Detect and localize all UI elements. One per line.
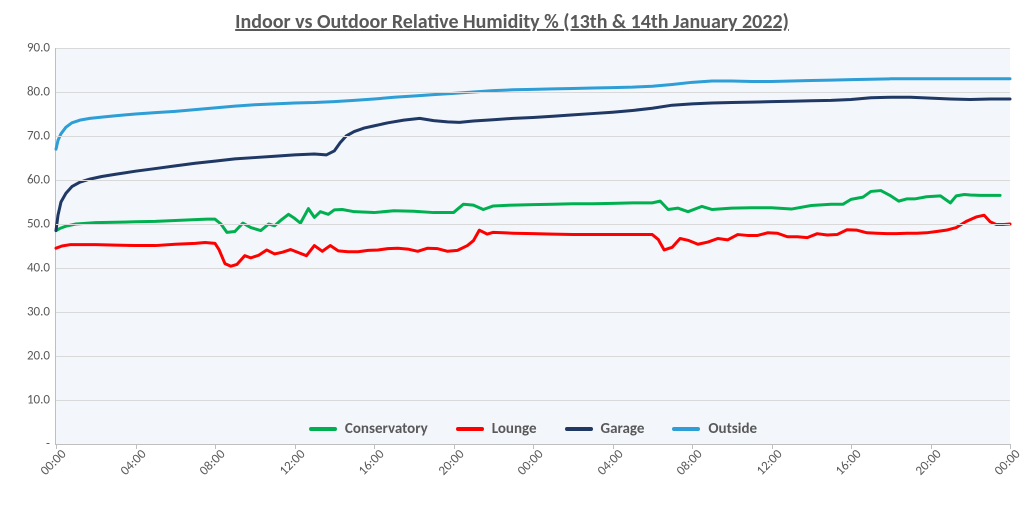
- legend-swatch: [565, 427, 593, 431]
- legend-swatch: [672, 427, 700, 431]
- y-gridline: [56, 180, 1010, 181]
- x-tick-label: 04:00: [117, 447, 149, 479]
- y-gridline: [56, 400, 1010, 401]
- plot-wrap: ConservatoryLoungeGarageOutside -10.020.…: [55, 48, 1010, 445]
- legend-label: Lounge: [492, 420, 537, 438]
- y-gridline: [56, 356, 1010, 357]
- line-series-svg: [56, 48, 1010, 444]
- x-tick-label: 16:00: [356, 447, 388, 479]
- x-tick-label: 20:00: [912, 447, 944, 479]
- y-tick-label: 60.0: [27, 173, 56, 188]
- legend-item-outside: Outside: [672, 420, 757, 438]
- legend-label: Outside: [708, 420, 757, 438]
- series-line-lounge: [56, 215, 1010, 266]
- x-tick-label: 12:00: [276, 447, 308, 479]
- series-line-outside: [56, 79, 1010, 149]
- y-gridline: [56, 136, 1010, 137]
- chart-title: Indoor vs Outdoor Relative Humidity % (1…: [0, 0, 1024, 40]
- legend-label: Conservatory: [345, 420, 428, 438]
- y-tick-label: 40.0: [27, 261, 56, 276]
- x-tick-label: 08:00: [674, 447, 706, 479]
- x-tick-label: 00:00: [992, 447, 1024, 479]
- legend-label: Garage: [601, 420, 645, 438]
- series-line-conservatory: [56, 191, 1000, 233]
- y-gridline: [56, 92, 1010, 93]
- y-tick-label: 50.0: [27, 217, 56, 232]
- x-tick-label: 04:00: [594, 447, 626, 479]
- y-gridline: [56, 312, 1010, 313]
- legend-item-conservatory: Conservatory: [309, 420, 428, 438]
- legend-item-garage: Garage: [565, 420, 645, 438]
- y-tick-label: 90.0: [27, 41, 56, 56]
- legend-item-lounge: Lounge: [456, 420, 537, 438]
- legend-swatch: [309, 427, 337, 431]
- plot-area: ConservatoryLoungeGarageOutside -10.020.…: [55, 48, 1010, 445]
- y-gridline: [56, 224, 1010, 225]
- x-tick-label: 20:00: [435, 447, 467, 479]
- x-tick-label: 16:00: [833, 447, 865, 479]
- x-tick-label: 00:00: [515, 447, 547, 479]
- y-tick-label: 20.0: [27, 349, 56, 364]
- x-tick-label: 00:00: [38, 447, 70, 479]
- x-tick-label: 12:00: [753, 447, 785, 479]
- y-gridline: [56, 48, 1010, 49]
- y-tick-label: 80.0: [27, 85, 56, 100]
- humidity-chart: Indoor vs Outdoor Relative Humidity % (1…: [0, 0, 1024, 523]
- legend: Conservatory Lounge Garage Outside: [56, 420, 1010, 438]
- x-tick-label: 08:00: [197, 447, 229, 479]
- y-tick-label: 30.0: [27, 305, 56, 320]
- y-tick-label: 10.0: [27, 393, 56, 408]
- series-line-garage: [56, 97, 1010, 230]
- legend-swatch: [456, 427, 484, 431]
- y-tick-label: 70.0: [27, 129, 56, 144]
- y-gridline: [56, 268, 1010, 269]
